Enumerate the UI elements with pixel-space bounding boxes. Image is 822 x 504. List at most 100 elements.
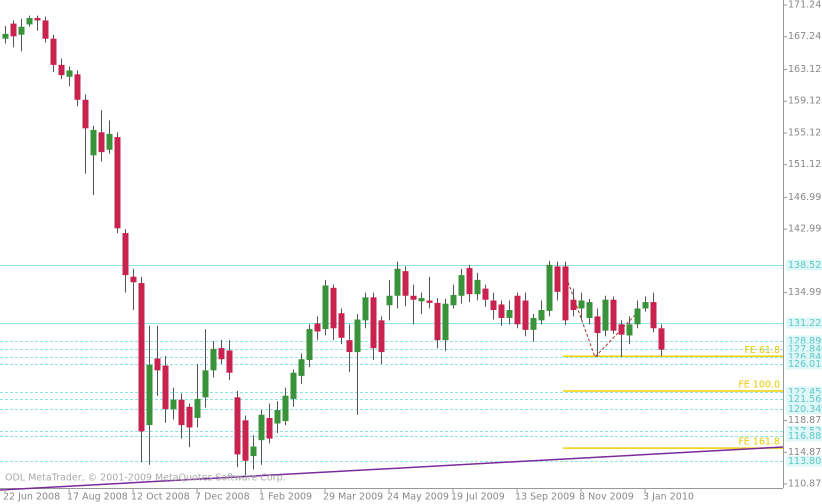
candle-body	[466, 267, 473, 295]
candle-body	[530, 317, 537, 330]
candle-body	[82, 99, 89, 129]
y-tick-label: 110.870	[788, 479, 822, 490]
level-label-bg	[786, 455, 822, 467]
y-tick-label: 134.995	[788, 287, 822, 298]
candle-body	[338, 313, 345, 338]
x-tick-label: 24 May 2009	[387, 492, 449, 503]
candle-body	[202, 370, 209, 398]
level-label: 122.450	[788, 387, 822, 398]
x-tick-label: 1 Feb 2009	[259, 492, 312, 503]
candle-body	[650, 302, 657, 329]
candle-body	[594, 316, 601, 334]
candle-body	[258, 414, 265, 441]
x-tick-label: 22 Jun 2008	[3, 492, 60, 503]
y-tick-label: 114.870	[788, 447, 822, 458]
fe-label: FE 161.8	[738, 437, 780, 448]
candle-body	[58, 64, 65, 76]
candle-body	[322, 285, 329, 330]
candle-body	[458, 275, 465, 296]
candle-body	[98, 132, 105, 153]
level-label: 121.560	[788, 394, 822, 405]
level-label-bg	[786, 335, 822, 347]
level-label: 128.895	[788, 336, 822, 347]
candle-body	[410, 295, 417, 300]
candle-body	[306, 329, 313, 361]
candle-body	[450, 294, 457, 306]
level-label: 126.848	[788, 352, 822, 363]
level-label-bg	[786, 317, 822, 329]
x-tick-label: 13 Sep 2009	[515, 492, 575, 503]
candle-body	[2, 33, 9, 39]
candle-body	[106, 133, 113, 150]
candle-body	[26, 18, 33, 25]
candle-body	[34, 18, 41, 21]
candle-body	[370, 297, 377, 349]
candle-body	[114, 137, 121, 229]
candle-body	[538, 310, 545, 321]
candle-body	[610, 299, 617, 331]
candle-body	[274, 410, 281, 424]
candle-body	[282, 395, 289, 422]
fe-label: FE 61.8	[744, 345, 780, 356]
candle-body	[226, 350, 233, 373]
y-tick-label: 146.995	[788, 192, 822, 203]
candle-body	[426, 300, 433, 303]
level-label: 116.883	[788, 431, 822, 442]
candle-body	[314, 323, 321, 332]
candle-body	[394, 268, 401, 296]
candle-body	[658, 328, 665, 350]
candle-body	[626, 324, 633, 336]
candle-body	[266, 417, 273, 439]
candle-body	[146, 364, 153, 426]
level-label-bg	[786, 351, 822, 363]
candle-body	[490, 300, 497, 311]
candle-body	[506, 310, 513, 318]
level-label: 120.345	[788, 404, 822, 415]
y-tick-label: 171.245	[788, 0, 822, 10]
y-tick-label: 155.120	[788, 127, 822, 138]
level-label: 113.803	[788, 456, 822, 467]
candle-body	[602, 299, 609, 331]
candle-body	[50, 38, 57, 65]
candle-body	[42, 20, 49, 39]
trend-line	[0, 446, 784, 491]
candle-body	[634, 308, 641, 325]
candle-body	[194, 398, 201, 418]
candle-body	[586, 302, 593, 318]
candle-body	[418, 298, 425, 302]
level-label: 138.523	[788, 260, 822, 271]
candle-body	[498, 304, 505, 318]
y-tick-label: 142.995	[788, 224, 822, 235]
candle-body	[170, 399, 177, 410]
candle-body	[570, 299, 577, 311]
candle-body	[346, 340, 353, 353]
level-label: 127.845	[788, 344, 822, 355]
candle-body	[162, 365, 169, 410]
candle-body	[186, 406, 193, 428]
candle-body	[130, 276, 137, 283]
x-tick-label: 12 Oct 2008	[131, 492, 190, 503]
candle-body	[10, 23, 17, 37]
candle-body	[138, 283, 145, 432]
x-tick-label: 29 Mar 2009	[323, 492, 383, 503]
candle-body	[178, 399, 185, 426]
level-label: 126.015	[788, 359, 822, 370]
candle-body	[554, 266, 561, 292]
y-tick-label: 163.120	[788, 64, 822, 75]
candle-body	[290, 372, 297, 399]
candle-body	[298, 359, 305, 376]
candle-body	[218, 348, 225, 360]
candle-body	[66, 70, 73, 77]
level-label-bg	[786, 358, 822, 370]
candle-body	[618, 324, 625, 335]
candle-body	[90, 129, 97, 156]
x-tick-label: 17 Aug 2008	[67, 492, 128, 503]
fe-label: FE 100.0	[738, 379, 780, 390]
candle-body	[234, 397, 241, 455]
level-label-bg	[786, 403, 822, 415]
candle-body	[522, 300, 529, 330]
candle-body	[362, 297, 369, 321]
candle-body	[74, 74, 81, 100]
